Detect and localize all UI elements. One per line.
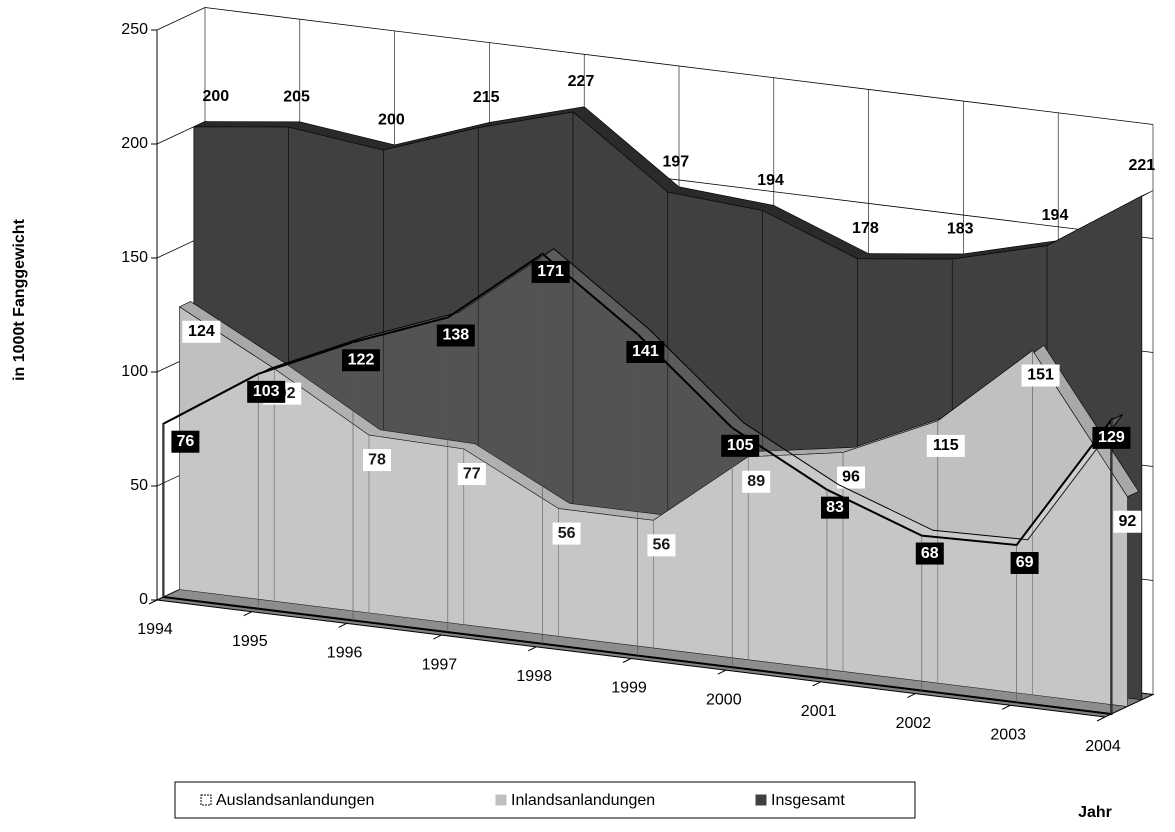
value-label: 194 [757,172,784,189]
value-label: 115 [933,437,959,454]
value-label-box [457,463,486,486]
x-tick [907,693,916,699]
x-tick [1001,704,1011,710]
value-label: 141 [632,343,659,360]
value-label: 200 [202,88,229,105]
value-label: 138 [442,327,469,344]
value-label: 151 [1027,367,1054,384]
value-label-box [182,320,221,343]
value-label: 205 [283,88,310,105]
value-label: 92 [1119,513,1137,530]
value-label: 76 [177,433,195,450]
x-axis-label: Jahr [1078,804,1112,821]
x-tick-label: 2002 [896,715,932,732]
value-label: 215 [473,89,500,106]
y-tick-label: 100 [121,363,148,380]
value-label: 56 [558,525,576,542]
x-tick-label: 2003 [990,727,1026,744]
value-label-box [531,260,570,283]
value-label-box [552,522,581,545]
value-label-box [1113,510,1142,533]
value-label-box [171,430,200,453]
x-tick-label: 2004 [1085,738,1121,755]
x-tick-label: 1997 [422,656,458,673]
value-label-box [1021,364,1060,387]
x-tick [622,658,632,663]
value-label-box [1010,551,1039,574]
value-label-box [626,341,665,364]
value-label-box [821,496,849,519]
x-tick [527,646,537,652]
value-label: 103 [253,383,280,400]
value-label: 200 [378,111,405,128]
value-label: 122 [348,351,375,368]
value-label: 227 [568,73,595,90]
value-label: 171 [537,263,564,280]
x-tick-label: 1994 [137,621,173,638]
x-tick [717,669,727,675]
x-tick-label: 1999 [611,680,647,697]
x-tick [433,634,442,640]
legend-label: Inlandsanlandungen [511,792,655,809]
legend [174,781,916,819]
value-label: 124 [188,323,215,340]
value-label: 178 [852,220,879,237]
x-tick-label: 1998 [516,668,552,685]
y-tick-label: 50 [130,477,148,494]
value-label: 78 [368,451,386,468]
x-tick [338,622,347,628]
y-tick-label: 250 [121,21,148,38]
y-tick-label: 200 [121,135,148,152]
value-label: 105 [727,437,754,454]
legend-swatch [200,794,212,806]
value-label: 69 [1016,554,1034,571]
value-label-box [342,349,380,372]
legend-swatch [495,794,507,806]
x-tick-label: 2000 [706,691,742,708]
x-tick-label: 2001 [801,703,837,720]
value-label: 183 [947,220,974,237]
value-label: 221 [1128,157,1155,174]
x-tick-label: 1996 [327,645,363,662]
value-label-box [436,324,475,347]
y-axis-label: in 1000t Fanggewicht [11,218,28,380]
x-tick [148,599,158,605]
value-label-box [1092,426,1131,449]
y-tick-label: 150 [121,249,148,266]
grid-line [156,7,1154,125]
y-tick-label: 0 [139,591,148,608]
value-label: 77 [463,465,481,482]
value-label: 129 [1098,429,1125,446]
legend-label: Insgesamt [771,792,845,809]
value-label-box [721,434,760,457]
value-label-box [837,466,865,489]
x-tick [243,611,253,617]
value-label: 96 [842,469,860,486]
legend-swatch [755,794,767,806]
value-label: 194 [1042,207,1069,224]
value-label: 89 [747,473,765,490]
x-tick [1096,716,1106,722]
value-label: 56 [653,537,671,554]
value-label-box [926,434,965,457]
value-label-box [363,449,391,472]
value-label-box [247,380,286,403]
value-label-box [647,534,676,557]
value-label: 197 [662,153,689,170]
x-tick-label: 1995 [232,633,268,650]
legend-label: Auslandsanlandungen [216,792,374,809]
x-tick [812,681,821,687]
value-label: 68 [921,545,939,562]
value-label-box [742,470,771,493]
value-label-box [915,542,944,565]
value-label: 83 [826,499,844,516]
